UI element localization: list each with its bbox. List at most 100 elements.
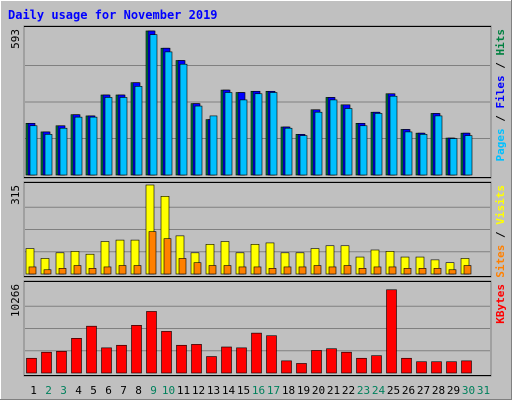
- x-tick-day-15: 15: [237, 384, 250, 397]
- bar-sites-27: [418, 268, 427, 275]
- x-tick-day-27: 27: [417, 384, 430, 397]
- hits-panel-legend-pages: Pages: [494, 128, 507, 161]
- x-tick-day-8: 8: [135, 384, 142, 397]
- bar-sites-29: [448, 269, 457, 275]
- bar-kbytes-8: [131, 325, 142, 374]
- hits-panel-legend-files: Files: [494, 75, 507, 108]
- x-tick-day-13: 13: [207, 384, 220, 397]
- bar-pages-27: [419, 134, 428, 176]
- bar-pages-10: [164, 51, 173, 176]
- bar-kbytes-28: [431, 361, 442, 374]
- x-axis-labels-group: 1 2 3 4 5 6 7 8 9 10 11 12 13 14 15 16 17 18 19 20 21 22 23 24 2…: [30, 384, 490, 397]
- bar-pages-24: [374, 113, 383, 176]
- bar-kbytes-3: [56, 351, 67, 374]
- x-tick-day-3: 3: [60, 384, 67, 397]
- bar-kbytes-9: [146, 311, 157, 374]
- bar-pages-8: [134, 86, 143, 176]
- x-tick-day-29: 29: [447, 384, 460, 397]
- bar-kbytes-17: [266, 335, 277, 374]
- bar-pages-4: [74, 116, 83, 176]
- bar-kbytes-15: [236, 347, 247, 374]
- bar-pages-15: [239, 99, 248, 176]
- bar-pages-13: [209, 115, 218, 176]
- bar-kbytes-29: [446, 361, 457, 374]
- x-tick-day-1: 1: [30, 384, 37, 397]
- bar-sites-2: [43, 269, 52, 275]
- x-tick-day-2: 2: [45, 384, 52, 397]
- bar-kbytes-30: [461, 360, 472, 374]
- x-tick-day-17: 17: [267, 384, 280, 397]
- x-tick-day-28: 28: [432, 384, 445, 397]
- bar-kbytes-5: [86, 325, 97, 374]
- x-tick-day-12: 12: [192, 384, 205, 397]
- bar-kbytes-27: [416, 361, 427, 374]
- y-max-label-visits: 315: [9, 185, 22, 205]
- bar-sites-11: [178, 258, 187, 275]
- bar-pages-16: [254, 93, 263, 176]
- x-tick-day-9: 9: [150, 384, 157, 397]
- bar-kbytes-20: [311, 350, 322, 374]
- bar-kbytes-19: [296, 363, 307, 374]
- x-tick-day-19: 19: [297, 384, 310, 397]
- bar-kbytes-1: [26, 357, 37, 374]
- bar-pages-6: [104, 97, 113, 176]
- bar-pages-26: [404, 131, 413, 176]
- bar-pages-2: [44, 134, 53, 176]
- x-tick-day-11: 11: [177, 384, 190, 397]
- bar-sites-12: [193, 262, 202, 275]
- bar-kbytes-26: [401, 357, 412, 374]
- y-axis-labels-group: 593 315 10266: [9, 29, 22, 317]
- x-tick-day-20: 20: [312, 384, 325, 397]
- bar-pages-14: [224, 92, 233, 176]
- bar-kbytes-24: [371, 355, 382, 374]
- x-tick-day-16: 16: [252, 384, 265, 397]
- bar-sites-23: [358, 268, 367, 275]
- bar-sites-16: [253, 266, 262, 275]
- x-tick-day-25: 25: [387, 384, 400, 397]
- x-tick-day-21: 21: [327, 384, 340, 397]
- bar-sites-15: [238, 266, 247, 275]
- visits-panel-legend-sites: Sites: [494, 245, 507, 278]
- bar-sites-21: [328, 266, 337, 275]
- bar-sites-8: [133, 265, 142, 275]
- bar-sites-17: [268, 268, 277, 275]
- bar-kbytes-13: [206, 356, 217, 374]
- x-tick-day-6: 6: [105, 384, 112, 397]
- visits-panel-legend: Sites / Visits: [494, 185, 507, 278]
- bar-sites-7: [118, 265, 127, 275]
- bar-kbytes-10: [161, 331, 172, 374]
- bar-sites-28: [433, 268, 442, 275]
- x-tick-day-30: 30: [462, 384, 475, 397]
- bar-kbytes-14: [221, 346, 232, 374]
- bar-kbytes-7: [116, 344, 127, 374]
- bar-pages-1: [29, 125, 38, 176]
- bar-pages-19: [299, 135, 308, 176]
- bar-pages-25: [389, 95, 398, 176]
- visits-panel-legend-separator: /: [494, 225, 507, 245]
- x-tick-day-14: 14: [222, 384, 236, 397]
- x-tick-day-31: 31: [477, 384, 490, 397]
- bar-sites-14: [223, 265, 232, 275]
- chart-title: Daily usage for November 2019: [8, 8, 218, 22]
- kbytes-panel-legend: KBytes: [494, 284, 507, 324]
- bar-kbytes-21: [326, 348, 337, 374]
- x-tick-day-24: 24: [372, 384, 386, 397]
- bar-kbytes-18: [281, 360, 292, 374]
- bar-pages-9: [149, 34, 158, 176]
- bar-sites-1: [28, 266, 37, 275]
- bar-sites-4: [73, 265, 82, 275]
- bar-pages-11: [179, 63, 188, 176]
- bar-kbytes-11: [176, 344, 187, 374]
- bar-kbytes-16: [251, 332, 262, 374]
- bar-pages-3: [59, 127, 68, 176]
- x-tick-day-5: 5: [90, 384, 97, 397]
- bar-sites-9: [148, 231, 157, 275]
- bar-kbytes-12: [191, 344, 202, 374]
- bar-sites-26: [403, 268, 412, 275]
- y-max-label-hits: 593: [9, 29, 22, 49]
- bar-sites-24: [373, 266, 382, 275]
- x-tick-day-26: 26: [402, 384, 415, 397]
- bar-sites-10: [163, 238, 172, 275]
- kbytes-panel-legend-kbytes: KBytes: [494, 284, 507, 324]
